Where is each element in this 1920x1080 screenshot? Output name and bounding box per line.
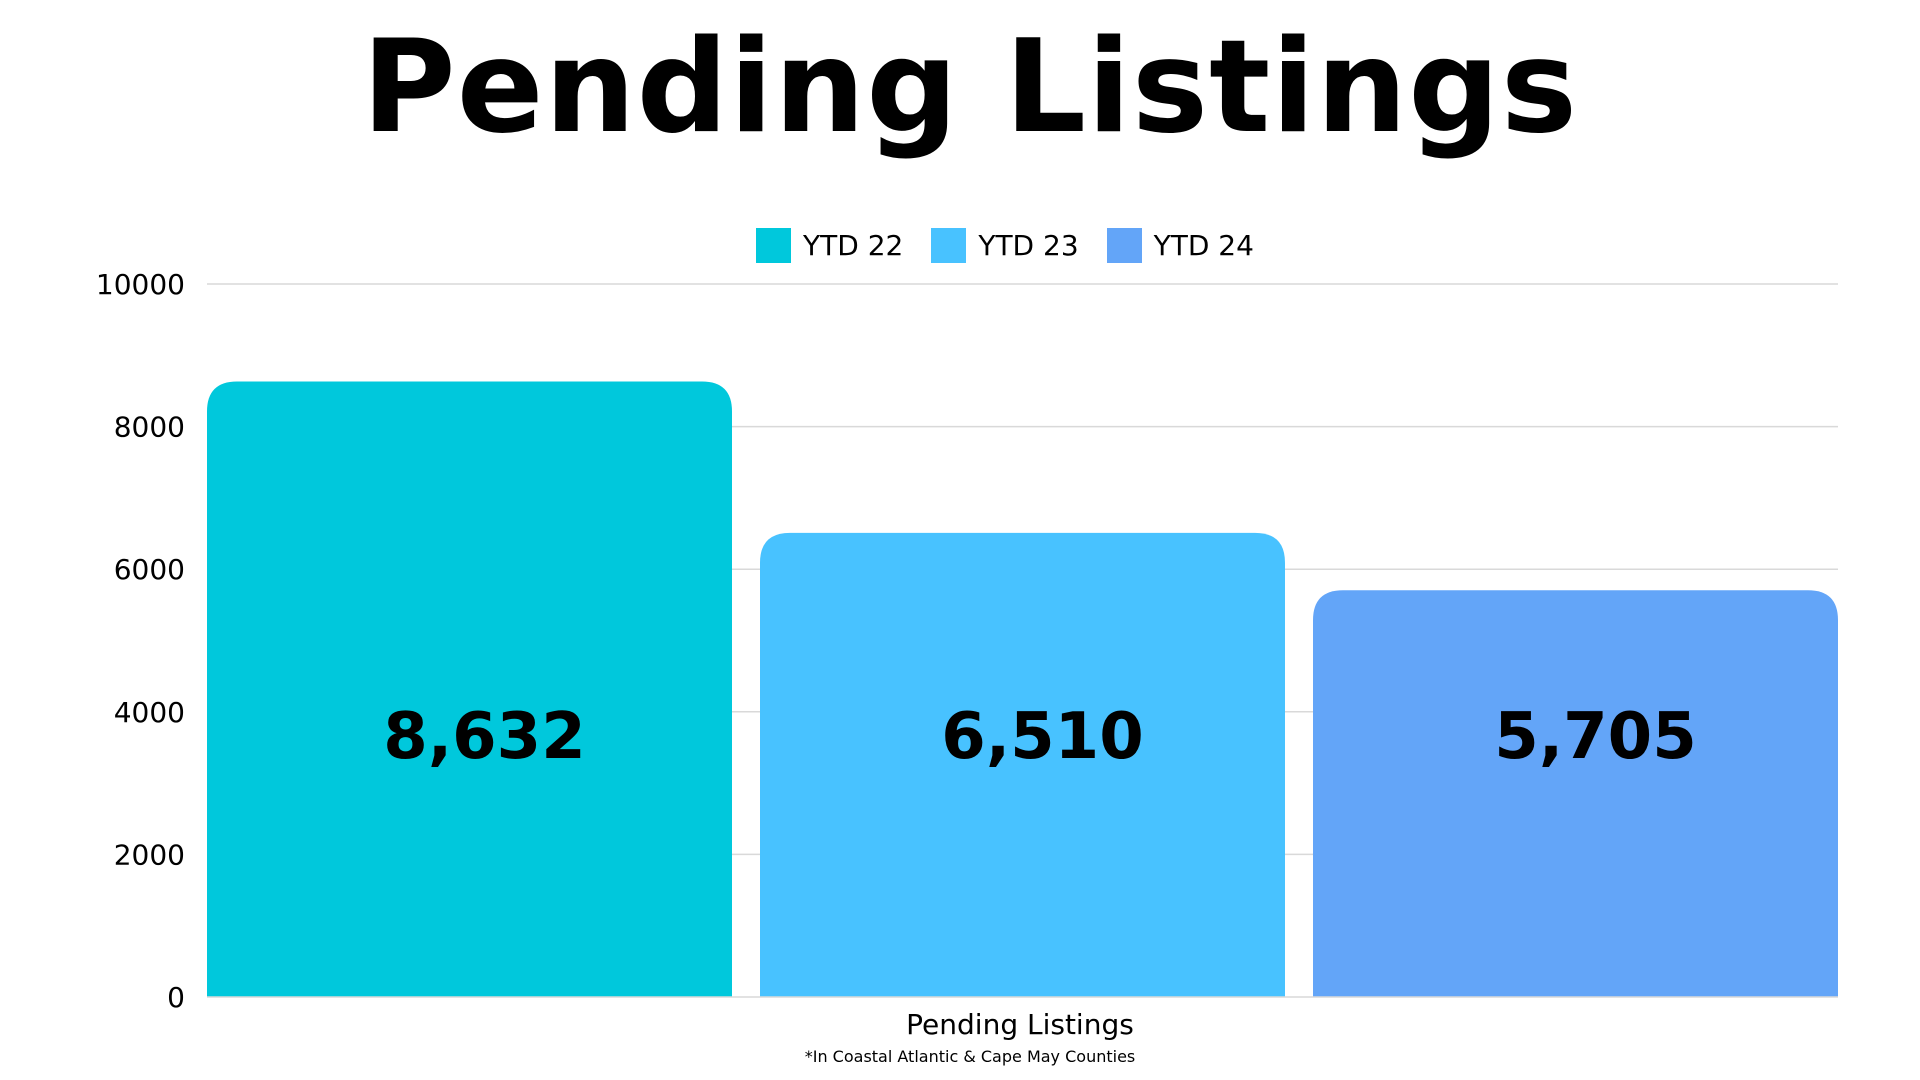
x-axis-label: Pending Listings bbox=[906, 1008, 1134, 1041]
bar-value-label: 6,510 bbox=[941, 700, 1143, 774]
legend: YTD 22 YTD 23 YTD 24 bbox=[0, 228, 1920, 263]
legend-swatch-ytd24 bbox=[1106, 228, 1142, 263]
y-tick-label: 6000 bbox=[114, 553, 185, 586]
y-tick-label: 8000 bbox=[114, 411, 185, 444]
footnote: *In Coastal Atlantic & Cape May Counties bbox=[804, 1047, 1136, 1066]
bar-value-label: 8,632 bbox=[383, 700, 585, 774]
bar-ytd23 bbox=[760, 532, 1285, 997]
y-tick-label: 10000 bbox=[96, 268, 185, 301]
legend-item-ytd22: YTD 22 bbox=[756, 228, 903, 263]
chart-title: Pending Listings bbox=[361, 13, 1579, 162]
y-tick-label: 2000 bbox=[114, 838, 185, 871]
legend-label-ytd22: YTD 22 bbox=[803, 229, 904, 262]
bar-ytd22 bbox=[207, 381, 732, 997]
legend-label-ytd23: YTD 23 bbox=[978, 229, 1079, 262]
bar-ytd24 bbox=[1313, 590, 1838, 997]
y-tick-label: 0 bbox=[167, 981, 185, 1014]
y-tick-label: 4000 bbox=[114, 696, 185, 729]
bar-value-label: 5,705 bbox=[1494, 700, 1696, 774]
legend-label-ytd24: YTD 24 bbox=[1153, 229, 1254, 262]
legend-swatch-ytd22 bbox=[756, 228, 792, 263]
legend-swatch-ytd23 bbox=[931, 228, 967, 263]
legend-item-ytd24: YTD 24 bbox=[1106, 228, 1254, 263]
legend-item-ytd23: YTD 23 bbox=[931, 228, 1079, 263]
